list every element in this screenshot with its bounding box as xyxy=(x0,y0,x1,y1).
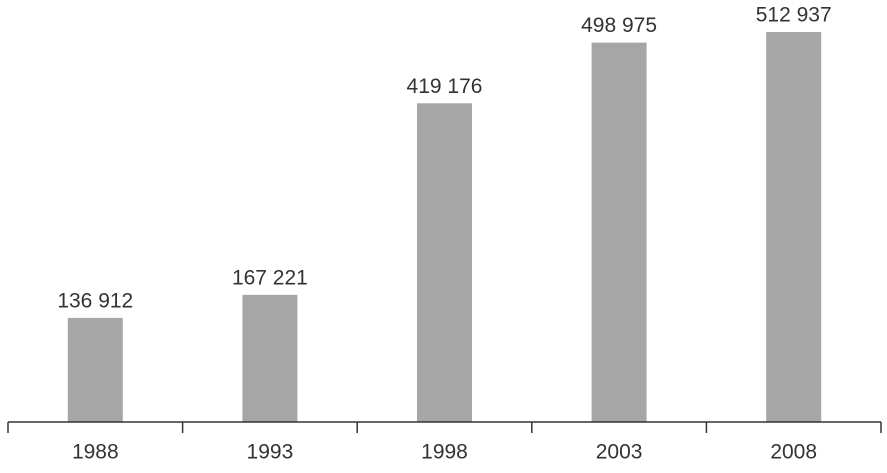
bar xyxy=(766,32,822,422)
x-tick-label: 1993 xyxy=(247,441,294,464)
bar xyxy=(417,103,472,422)
x-tick-label: 2003 xyxy=(596,441,643,464)
bar xyxy=(591,42,647,422)
bar xyxy=(242,294,298,422)
x-tick-label: 1988 xyxy=(72,441,119,464)
data-label: 498 975 xyxy=(581,14,657,37)
x-tick-label: 1998 xyxy=(421,441,468,464)
data-label: 136 912 xyxy=(57,289,133,312)
bar xyxy=(67,317,123,422)
x-tick-label: 2008 xyxy=(770,441,817,464)
data-label: 512 937 xyxy=(756,4,832,27)
data-label: 167 221 xyxy=(232,266,308,289)
data-label: 419 176 xyxy=(407,75,483,98)
